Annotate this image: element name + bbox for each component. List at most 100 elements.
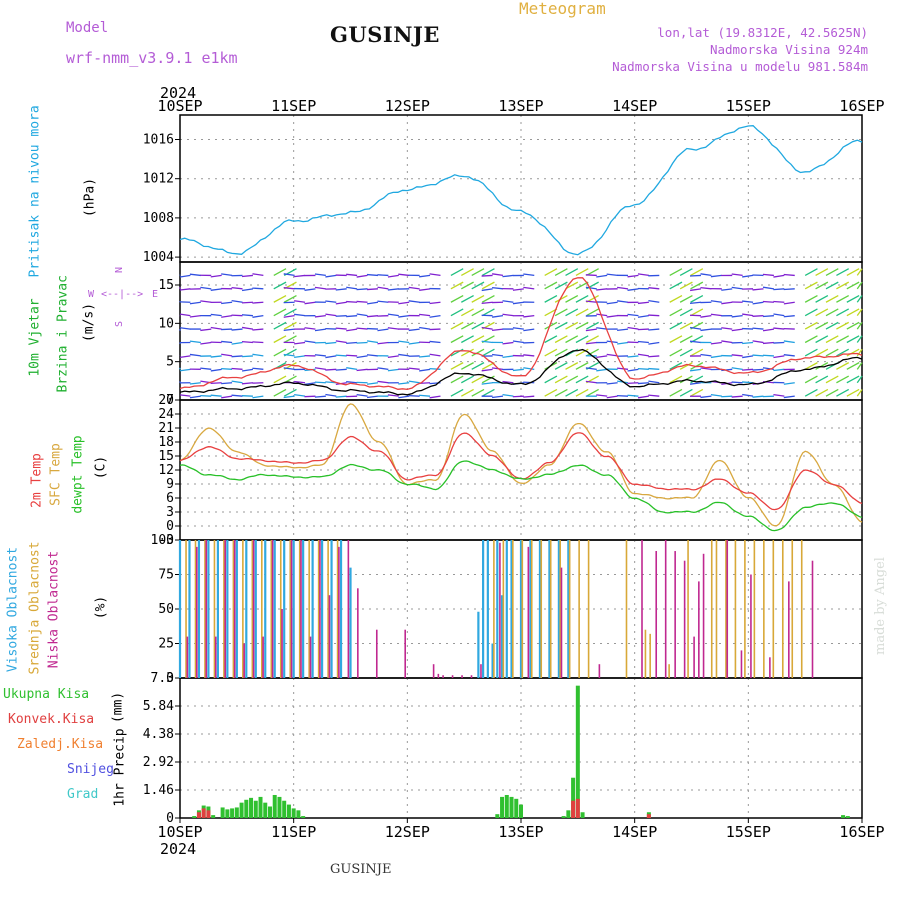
- wind-arrow: [731, 367, 743, 370]
- wind-arrow: [346, 328, 358, 332]
- wind-arrow: [554, 321, 568, 330]
- wind-arrow: [200, 395, 212, 397]
- y-tick-label: 50: [158, 602, 174, 617]
- wind-arrow: [346, 381, 358, 384]
- wind-arrow: [398, 353, 410, 357]
- wind-arrow: [804, 294, 818, 303]
- wind-arrow: [742, 341, 754, 345]
- wind-arrow: [783, 340, 795, 344]
- wind-arrow: [294, 393, 306, 397]
- x-tick-label-top: 16SEP: [839, 97, 884, 115]
- wind-arrow: [721, 288, 733, 291]
- wind-arrow: [836, 281, 850, 290]
- wind-arrow: [690, 348, 704, 357]
- x-tick-label-bottom: 12SEP: [385, 823, 430, 841]
- x-tick-label-bottom: 14SEP: [612, 823, 657, 841]
- wind-arrow: [523, 354, 535, 357]
- wind-arrow: [512, 288, 524, 291]
- wind-arrow: [335, 301, 347, 305]
- y-tick-label: 5: [166, 355, 174, 370]
- wind-arrow: [346, 315, 358, 318]
- wind-arrow: [231, 314, 243, 317]
- wind-arrow: [387, 327, 399, 330]
- precip-bar: [500, 796, 505, 818]
- wind-arrow: [689, 382, 702, 385]
- wind-arrow: [627, 313, 639, 317]
- wind-arrow: [565, 294, 579, 303]
- wind-arrow: [335, 368, 347, 371]
- wind-arrow: [461, 294, 474, 303]
- wind-arrow: [377, 341, 389, 345]
- wind-arrow: [231, 380, 243, 384]
- wind-arrow: [565, 362, 579, 370]
- wind-arrow: [241, 301, 253, 304]
- wind-arrow: [231, 328, 243, 331]
- wind-arrow: [346, 300, 358, 303]
- wind-arrow: [637, 273, 649, 277]
- wind-arrow: [731, 328, 743, 332]
- wind-arrow: [461, 308, 474, 317]
- precip-bar: [504, 794, 509, 818]
- wind-arrow: [283, 294, 297, 303]
- wind-arrow: [461, 335, 474, 344]
- legend-freezing-rain: Zaledj.Kisa: [17, 737, 104, 752]
- wind-arrow: [596, 327, 608, 330]
- wind-arrow: [585, 380, 597, 384]
- wind-arrow: [314, 286, 326, 290]
- wind-arrow: [461, 348, 474, 357]
- wind-speed-line: [179, 348, 863, 396]
- y-tick-label: 0: [166, 393, 174, 408]
- wind-arrow: [523, 381, 535, 384]
- wind-arrow: [231, 355, 243, 358]
- y-tick-label: 18: [158, 435, 174, 450]
- precip-bar: [244, 799, 249, 818]
- wind-arrow: [356, 300, 368, 303]
- wind-arrow: [627, 368, 639, 372]
- wind-arrow: [419, 288, 431, 291]
- wind-arrow: [679, 281, 693, 290]
- wind-arrow: [481, 308, 495, 317]
- wind-arrow: [221, 395, 233, 399]
- wind-arrow: [773, 274, 785, 278]
- wind-arrow: [752, 340, 764, 344]
- wind-arrow: [231, 367, 243, 370]
- wind-arrow: [690, 268, 704, 276]
- wind-arrow: [366, 315, 379, 318]
- wind-arrow: [450, 321, 464, 330]
- wind-arrow: [856, 295, 863, 303]
- wind-arrow: [523, 395, 535, 398]
- precip-bar: [580, 812, 585, 818]
- wind-arrow: [356, 274, 368, 278]
- wind-arrow: [846, 348, 860, 357]
- wind-arrow: [585, 286, 597, 290]
- wind-arrow: [689, 368, 702, 372]
- wind-arrow: [669, 335, 683, 344]
- wind-arrow: [846, 294, 860, 303]
- y-tick-label: 1016: [143, 133, 174, 148]
- wind-arrow: [252, 367, 264, 370]
- wind-arrow: [575, 335, 589, 344]
- y-tick-label: 24: [158, 407, 174, 422]
- wind-arrow: [742, 355, 754, 359]
- wind-arrow: [346, 354, 358, 357]
- wind-arrow: [419, 394, 431, 397]
- wind-arrow: [856, 335, 863, 343]
- wind-arrow: [575, 375, 589, 384]
- wind-arrow: [481, 348, 495, 357]
- wind-arrow: [502, 274, 514, 278]
- wind-arrow: [700, 353, 712, 357]
- wind-arrow: [585, 328, 597, 332]
- wind-arrow: [585, 341, 597, 345]
- wind-arrow: [825, 268, 839, 276]
- wind-arrow: [450, 294, 464, 303]
- wind-arrow: [815, 281, 829, 290]
- y-tick-label: 5.84: [143, 699, 174, 714]
- wind-arrow: [471, 375, 485, 384]
- wind-arrow: [742, 300, 754, 303]
- wind-arrow: [481, 368, 493, 372]
- wind-arrow: [221, 367, 233, 370]
- wind-arrow: [762, 341, 774, 345]
- lonlat-label: lon,lat (19.8312E, 42.5625N): [657, 25, 868, 40]
- dewpoint-line: [179, 460, 863, 532]
- wind-arrow: [481, 388, 495, 397]
